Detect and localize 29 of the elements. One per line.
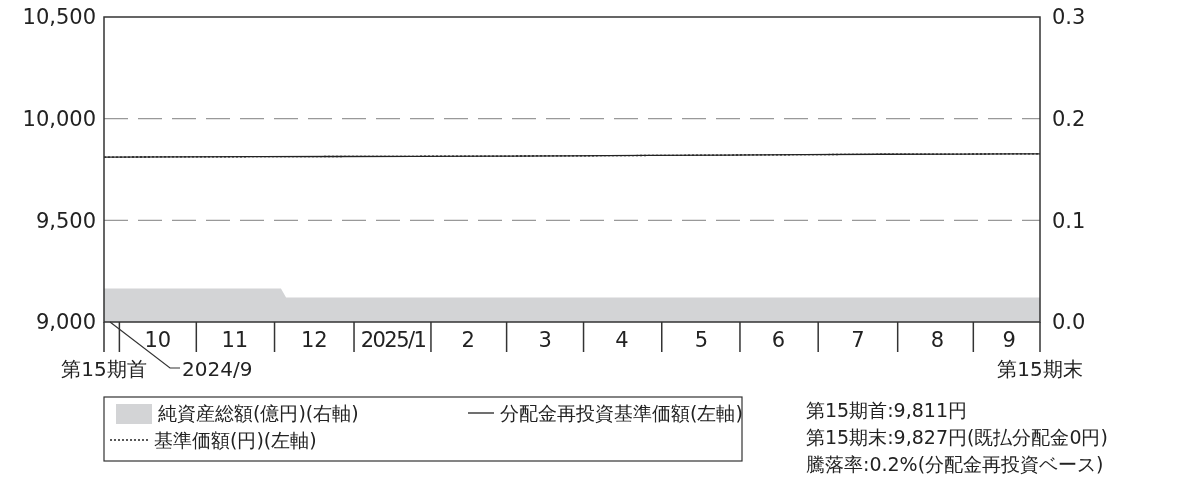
y2-tick-label: 0.2	[1052, 107, 1086, 132]
annotation: 第15期首	[61, 357, 147, 381]
x-tick-label: 7	[851, 328, 865, 352]
legend-label: 基準価額(円)(左軸)	[154, 428, 317, 451]
x-tick-label: 4	[615, 328, 629, 352]
x-tick-label: 5	[694, 328, 709, 352]
x-tick-label: 12	[300, 328, 328, 352]
x-tick-label: 8	[930, 328, 945, 352]
y2-tick-label: 0.3	[1052, 5, 1086, 30]
y-tick-label: 9,500	[35, 208, 96, 233]
y2-tick-label: 0.0	[1052, 310, 1086, 335]
x-tick-label: 3	[538, 328, 552, 352]
text: 第15期末:9,827円(既払分配金0円)	[806, 425, 1108, 448]
y-tick-label: 10,000	[22, 107, 96, 132]
text: 第15期首:9,811円	[806, 398, 967, 421]
legend-label: 分配金再投資基準価額(左軸)	[500, 401, 743, 424]
x-tick-label: 2	[461, 328, 475, 352]
text: 2024/9	[182, 357, 253, 381]
legend-label: 純資産総額(億円)(右軸)	[158, 401, 359, 424]
text: 騰落率:0.2%(分配金再投資ベース)	[806, 452, 1104, 475]
x-tick-label: 10	[144, 328, 172, 352]
x-tick-label: 2025/1	[360, 328, 427, 352]
y-tick-label: 9,000	[35, 310, 96, 335]
x-tick-label: 9	[1002, 328, 1016, 352]
y2-tick-label: 0.1	[1052, 208, 1086, 233]
x-tick-label: 6	[771, 328, 786, 352]
annotation: 第15期末	[997, 357, 1083, 381]
y-tick-label: 10,500	[22, 5, 96, 30]
x-tick-label: 11	[221, 328, 249, 352]
